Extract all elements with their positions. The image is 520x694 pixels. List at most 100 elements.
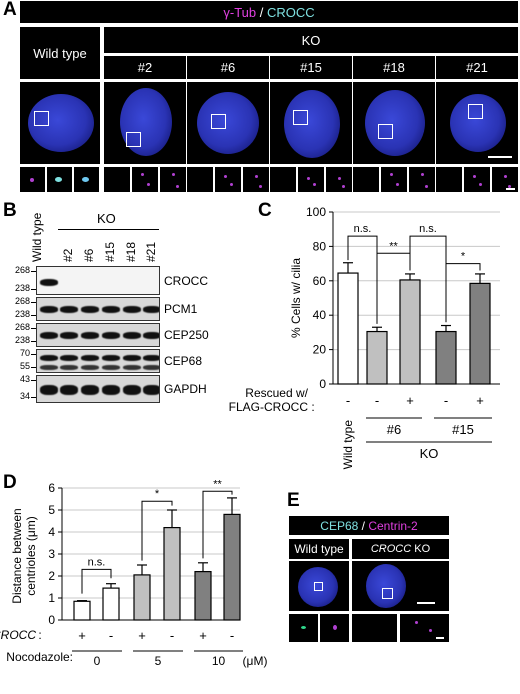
flag-label: FLAG-CROCC xyxy=(229,400,309,414)
mw-marker: 34 xyxy=(19,391,30,401)
group-label: #6 xyxy=(387,422,401,437)
e-ko-image xyxy=(352,561,449,611)
e-inset-wt-1 xyxy=(289,614,318,642)
sig-label: n.s. xyxy=(88,556,106,568)
bar-c xyxy=(399,279,421,385)
mw-marker: 238 xyxy=(14,283,30,293)
e-header-sep: / xyxy=(358,518,369,533)
inset-image xyxy=(47,167,72,192)
sig-bracket xyxy=(202,490,233,559)
blot-name: CEP68 xyxy=(164,354,203,368)
bar-d xyxy=(133,574,151,621)
ko-lanes-label: KO xyxy=(97,211,116,226)
cell-image xyxy=(187,82,269,164)
clone-header: #21 xyxy=(436,56,518,79)
cep68-label: CEP68 xyxy=(320,518,359,533)
y-tick-label: 60 xyxy=(313,274,327,288)
inset-image xyxy=(492,167,518,192)
rescue-colon: : xyxy=(311,400,314,414)
inset-image xyxy=(74,167,99,192)
rescue-sign: + xyxy=(476,393,484,408)
crocc-sign: - xyxy=(109,628,113,643)
ko-category: KO xyxy=(420,446,439,461)
mw-marker: 43 xyxy=(19,374,30,384)
panel-d-label: D xyxy=(3,472,17,493)
rescued-label: Rescued w/ xyxy=(245,386,308,400)
inset-image xyxy=(132,167,158,192)
sig-label: n.s. xyxy=(354,223,372,235)
rescue-sign: - xyxy=(444,393,448,408)
sig-label: ** xyxy=(389,240,398,252)
inset-image xyxy=(187,167,213,192)
blot-pcm1 xyxy=(36,297,160,321)
y-tick-label: 40 xyxy=(313,308,327,322)
bar-c xyxy=(337,272,359,385)
mw-marker: 268 xyxy=(14,265,30,275)
y-tick-label: 0 xyxy=(48,613,55,627)
sig-label: * xyxy=(461,251,466,263)
mw-marker: 268 xyxy=(14,322,30,332)
panel-b-label: B xyxy=(3,200,17,221)
mw-tick xyxy=(31,302,36,303)
panel-a-label: A xyxy=(3,0,17,20)
e-ko-header: CROCC KO xyxy=(352,539,449,559)
zoom-box xyxy=(34,111,49,126)
inset-image xyxy=(464,167,490,192)
blot-cep250 xyxy=(36,323,160,347)
panel-c-label: C xyxy=(258,200,272,221)
blot-crocc xyxy=(36,266,160,295)
conc-label: 5 xyxy=(155,654,162,668)
y-tick-label: 80 xyxy=(313,239,327,253)
e-wildtype-image xyxy=(289,561,349,611)
zoom-box xyxy=(468,104,483,119)
rescue-sign: + xyxy=(406,393,414,408)
inset-image xyxy=(409,167,435,192)
zoom-box xyxy=(211,114,226,129)
ko-lanes-line xyxy=(58,229,159,230)
clone-header: #15 xyxy=(270,56,352,79)
crocc-sign: - xyxy=(170,628,174,643)
sig-bracket xyxy=(141,500,173,561)
panel-e-header: CEP68 / Centrin-2 xyxy=(289,516,449,535)
y-tick-label: 3 xyxy=(48,547,55,561)
crocc-label: CROCC xyxy=(266,4,315,20)
mw-tick xyxy=(31,315,36,316)
crocc-colon: : xyxy=(38,628,41,642)
mw-tick xyxy=(31,289,36,290)
e-ko-text: KO xyxy=(411,543,431,555)
bar-d xyxy=(102,587,120,621)
e-inset-ko-2 xyxy=(400,614,449,642)
crocc-sign: + xyxy=(138,628,146,643)
cell-image xyxy=(104,82,186,164)
sig-bracket xyxy=(81,568,112,594)
y-tick-label: 6 xyxy=(48,481,55,495)
mw-tick xyxy=(31,367,36,368)
y-tick-label: 20 xyxy=(313,343,327,357)
zoom-box xyxy=(293,110,308,125)
sig-label: * xyxy=(155,488,160,500)
e-inset-ko-1 xyxy=(352,614,397,642)
blot-name: GAPDH xyxy=(164,382,207,396)
wildtype-category: Wild type xyxy=(341,420,355,470)
y-tick-label: 4 xyxy=(48,525,55,539)
bar-d xyxy=(223,513,241,621)
bar-d xyxy=(163,526,181,621)
bar-c xyxy=(435,330,457,385)
y-axis-label: Distance betweencentrioles (μm) xyxy=(10,508,38,603)
e-ko-italic: CROCC xyxy=(370,543,412,555)
blot-name: PCM1 xyxy=(164,302,198,316)
mw-tick xyxy=(31,354,36,355)
panel-e-label: E xyxy=(287,490,300,511)
conc-label: 0 xyxy=(94,654,101,668)
zoom-box xyxy=(378,124,393,139)
wildtype-header: Wild type xyxy=(20,27,100,79)
clone-header: #2 xyxy=(104,56,186,79)
gtub-label: γ-Tub xyxy=(223,4,257,20)
crocc-sign: + xyxy=(78,628,86,643)
nocodazole-label: Nocodazole: xyxy=(6,650,73,664)
mw-tick xyxy=(31,328,36,329)
sig-bracket xyxy=(445,263,481,323)
bar-d xyxy=(194,570,212,621)
header-sep: / xyxy=(256,4,267,20)
